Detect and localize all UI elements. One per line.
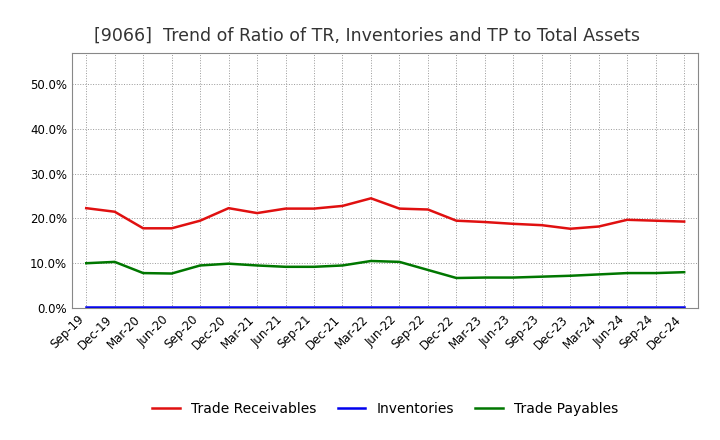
Legend: Trade Receivables, Inventories, Trade Payables: Trade Receivables, Inventories, Trade Pa… [147,396,624,422]
Trade Payables [452,275,461,281]
Inventories [253,304,261,310]
Trade Receivables [167,226,176,231]
Trade Payables [680,270,688,275]
Trade Payables [196,263,204,268]
Trade Payables [225,261,233,266]
Trade Payables [366,258,375,264]
Inventories [652,304,660,310]
Inventories [680,304,688,310]
Trade Payables [480,275,489,280]
Trade Payables [310,264,318,269]
Trade Receivables [196,218,204,224]
Inventories [110,304,119,310]
Inventories [310,304,318,310]
Trade Receivables [480,220,489,225]
Inventories [82,304,91,310]
Trade Payables [423,268,432,273]
Inventories [139,304,148,310]
Inventories [452,304,461,310]
Inventories [196,304,204,310]
Trade Receivables [282,206,290,211]
Trade Payables [652,271,660,276]
Trade Payables [623,271,631,276]
Trade Payables [253,263,261,268]
Trade Receivables [623,217,631,223]
Inventories [537,304,546,310]
Trade Receivables [395,206,404,211]
Trade Receivables [82,205,91,211]
Inventories [366,304,375,310]
Trade Receivables [680,219,688,224]
Inventories [595,304,603,310]
Trade Receivables [110,209,119,214]
Inventories [282,304,290,310]
Trade Payables [110,259,119,264]
Trade Payables [537,274,546,279]
Inventories [509,304,518,310]
Trade Receivables [366,196,375,201]
Trade Receivables [652,218,660,224]
Trade Payables [595,272,603,277]
Inventories [480,304,489,310]
Line: Trade Receivables: Trade Receivables [86,198,684,229]
Trade Receivables [338,203,347,209]
Trade Payables [167,271,176,276]
Trade Payables [338,263,347,268]
Trade Receivables [423,207,432,212]
Line: Trade Payables: Trade Payables [86,261,684,278]
Trade Receivables [225,205,233,211]
Inventories [225,304,233,310]
Text: [9066]  Trend of Ratio of TR, Inventories and TP to Total Assets: [9066] Trend of Ratio of TR, Inventories… [94,26,639,44]
Trade Receivables [253,210,261,216]
Inventories [423,304,432,310]
Inventories [338,304,347,310]
Trade Payables [509,275,518,280]
Trade Payables [139,271,148,276]
Trade Receivables [452,218,461,224]
Trade Receivables [566,226,575,231]
Trade Payables [566,273,575,279]
Trade Payables [282,264,290,269]
Inventories [395,304,404,310]
Trade Receivables [509,221,518,227]
Trade Receivables [310,206,318,211]
Trade Receivables [139,226,148,231]
Trade Receivables [595,224,603,229]
Inventories [623,304,631,310]
Inventories [167,304,176,310]
Trade Payables [395,259,404,264]
Trade Receivables [537,223,546,228]
Trade Payables [82,260,91,266]
Inventories [566,304,575,310]
